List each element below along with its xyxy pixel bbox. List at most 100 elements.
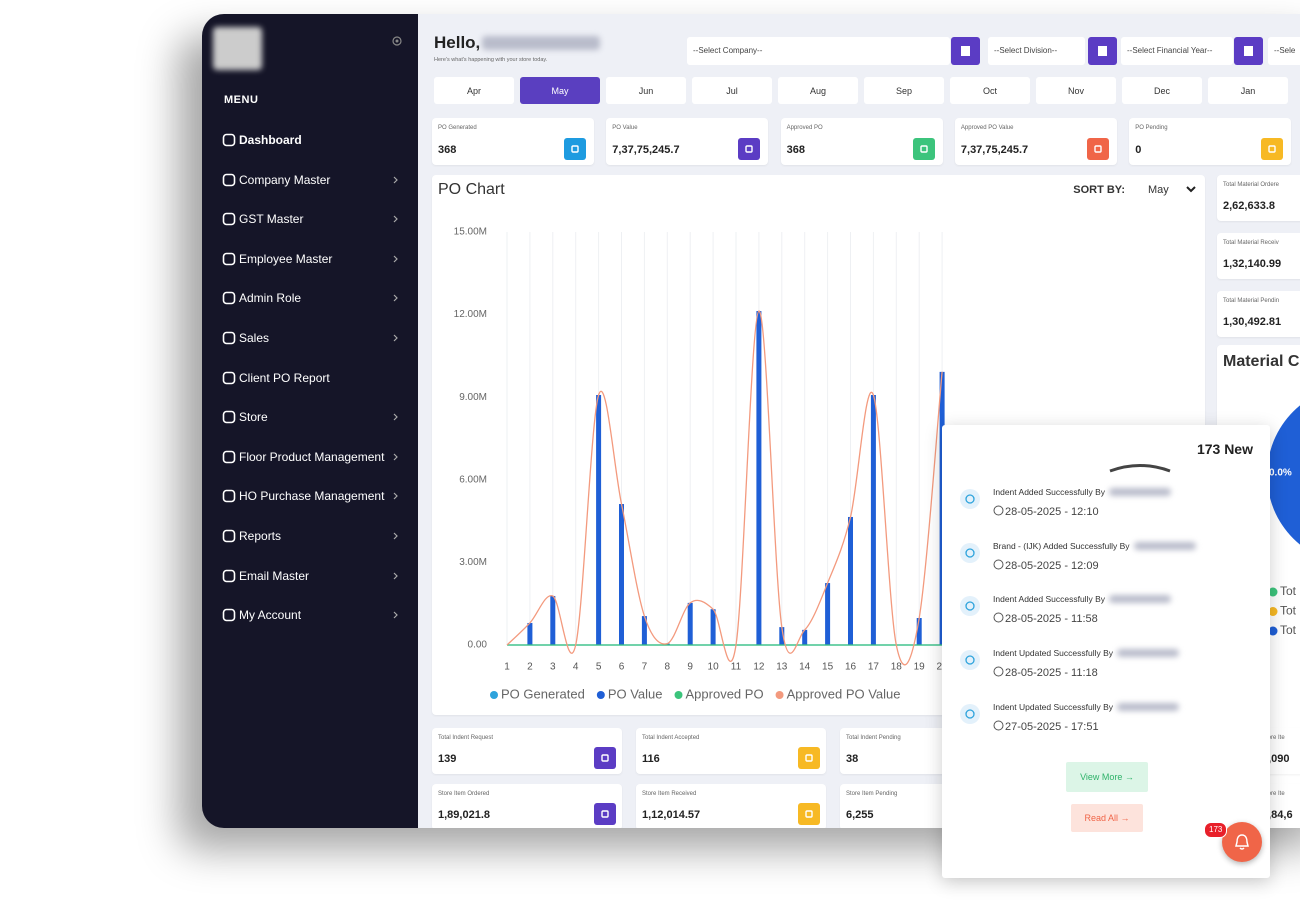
card-icon [564,138,586,160]
greeting-subtitle: Here's what's happening with your store … [434,57,548,63]
month-tab[interactable]: Nov [1036,77,1116,104]
clock [993,559,1004,570]
icon-shape [601,810,609,818]
icon-shape [222,410,236,424]
icon-glyph [805,754,813,762]
card-value: 1,12,014.57 [642,809,701,821]
submenu-chevron [393,334,398,342]
bar [550,595,556,645]
menu-item[interactable]: Company Master [239,172,331,187]
legend-dot [674,691,683,699]
bar [619,504,624,645]
chevron [393,453,398,461]
chevron [393,492,398,500]
bar [664,643,670,645]
bell-icon [1235,834,1249,850]
badge: 173 [1204,822,1228,838]
month-tab[interactable]: Sep [864,77,944,104]
icon-glyph [601,754,609,762]
menu-icon [222,252,236,266]
menu-item[interactable]: Dashboard [239,133,302,147]
month-tab[interactable]: Jan [1208,77,1288,104]
select-box[interactable]: --Select Company-- [687,37,950,65]
chevron [393,611,398,619]
menu-item[interactable]: GST Master [239,212,304,227]
menu-item[interactable]: Sales [239,331,270,345]
menu-item[interactable]: HO Purchase Management [239,489,385,504]
submenu-chevron [393,453,398,461]
read-all-button[interactable]: Read All → [1071,804,1143,832]
icon-bg [960,596,980,617]
card-label: Store Item Ordered [438,791,490,797]
submenu-chevron [393,572,398,580]
menu-icon [222,173,236,186]
x-tick-label: 14 [799,662,811,673]
notification-time: 28-05-2025 - 12:10 [1005,506,1099,518]
view-more-button[interactable]: View More → [1066,762,1148,792]
select-box[interactable]: --Select Division-- [988,37,1085,65]
month-tab[interactable]: Dec [1122,77,1202,104]
y-tick-label: 15.00M [454,227,487,238]
summary-card: Store Item Received 1,12,014.57 [636,784,826,828]
menu-item[interactable]: Reports [239,529,282,543]
card-label: Total Indent Request [438,735,494,741]
select-button[interactable] [1234,37,1263,65]
menu-item[interactable]: Email Master [239,568,310,583]
icon-shape [745,145,753,153]
y-tick-label: 3.00M [459,557,487,568]
chevron [393,572,398,580]
chevron [393,294,398,302]
clock [993,720,1004,731]
icon-ring [965,709,975,719]
month-tab[interactable]: Oct [950,77,1030,104]
x-tick-label: 5 [596,662,602,673]
select-text: --Select Financial Year-- [1127,46,1213,55]
material-card: Total Material Receiv 1,32,140.99 [1217,233,1300,279]
legend-label: PO Value [608,686,663,701]
card-label: Total Material Pendin [1223,298,1280,304]
submenu-chevron [393,176,398,184]
menu-item[interactable]: Client PO Report [239,370,330,385]
y-tick-label: 6.00M [459,474,487,485]
card-label: Total Indent Pending [846,735,901,741]
card-label: Store Ite [1262,735,1285,741]
menu-item[interactable]: My Account [239,608,302,623]
menu-icon [222,569,236,582]
x-tick-label: 10 [708,662,720,673]
bell [1235,834,1249,850]
month-tab[interactable]: May [520,77,600,104]
notification-time: 28-05-2025 - 11:58 [1005,613,1098,626]
menu-item[interactable]: Admin Role [239,291,302,306]
select-button[interactable] [1088,37,1117,65]
month-tab[interactable]: Jun [606,77,686,104]
card-value: 2,62,633.8 [1223,200,1275,212]
bell-button[interactable] [1222,822,1262,862]
clock [993,612,1004,623]
month-tab[interactable]: Apr [434,77,514,104]
sort-label: SORT BY: [1073,184,1125,196]
legend-dot [1268,626,1278,636]
settings-icon[interactable] [391,35,403,47]
card-value: 139 [438,753,457,765]
card-label: Total Material Ordere [1223,182,1280,188]
menu-item[interactable]: Floor Product Management [239,449,385,464]
legend-label: PO Generated [501,686,585,701]
select-text: --Sele [1274,46,1296,55]
month-tab[interactable]: Aug [778,77,858,104]
x-tick-label: 3 [550,662,556,673]
select-box[interactable]: --Sele [1268,37,1300,65]
pie-label: 0.0% [1269,468,1292,479]
select-button[interactable] [951,37,980,65]
menu-item[interactable]: Store [239,410,268,425]
month-tab[interactable]: Jul [692,77,772,104]
stat-card: PO Value 7,37,75,245.7 [606,118,769,165]
divider-arc [1109,464,1171,473]
x-tick-label: 19 [914,662,926,673]
month-label: Apr [466,86,481,96]
menu-item[interactable]: Employee Master [239,251,333,266]
icon-shape [1094,145,1102,153]
card-label: PO Value [612,125,638,131]
menu-icon [222,529,236,543]
summary-card: Total Indent Request 139 [432,728,622,774]
select-box[interactable]: --Select Financial Year-- [1121,37,1233,65]
